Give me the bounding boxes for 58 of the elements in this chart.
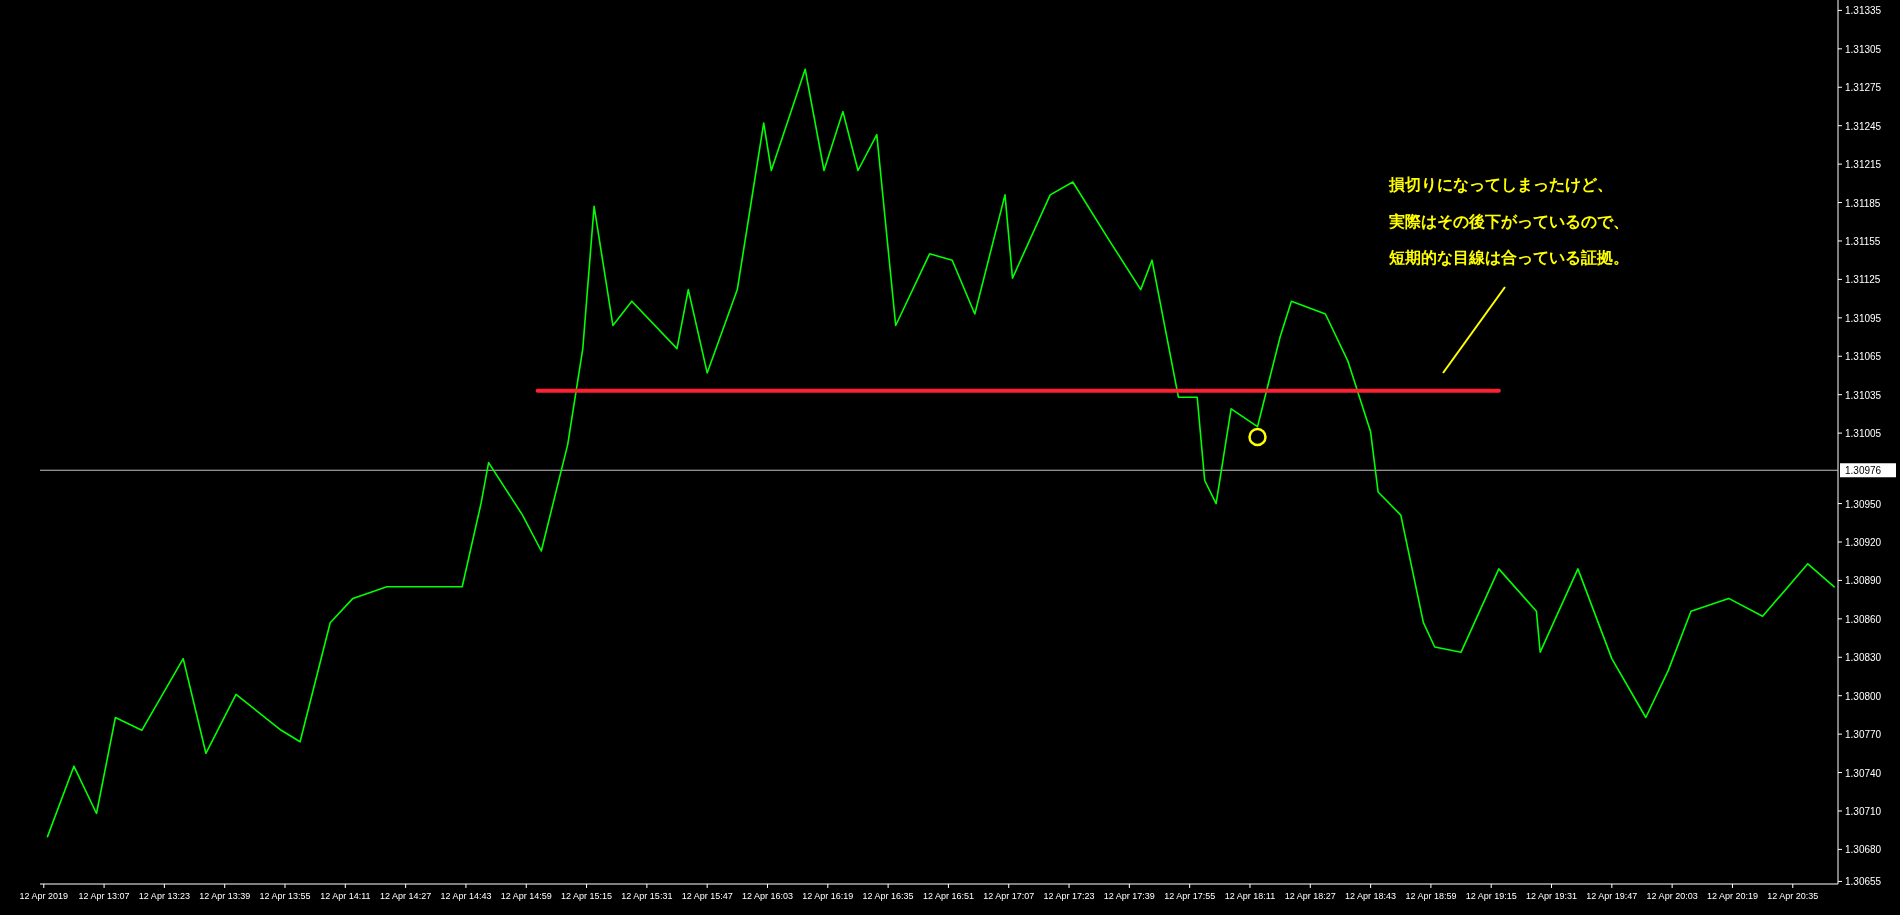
y-tick-label: 1.30740 [1845, 767, 1882, 779]
x-tick-label: 12 Apr 13:39 [199, 891, 251, 901]
x-tick-label: 12 Apr 20:03 [1646, 891, 1698, 901]
y-tick-label: 1.30950 [1845, 498, 1882, 510]
x-tick-label: 12 Apr 15:47 [681, 891, 733, 901]
y-tick-label: 1.30710 [1845, 805, 1882, 817]
y-tick-label: 1.31065 [1845, 351, 1882, 363]
x-tick-label: 12 Apr 17:39 [1103, 891, 1155, 901]
x-tick-label: 12 Apr 18:11 [1224, 891, 1276, 901]
x-tick-label: 12 Apr 16:19 [802, 891, 854, 901]
y-tick-label: 1.31125 [1845, 274, 1881, 286]
y-tick-label: 1.30680 [1845, 844, 1882, 856]
y-tick-label: 1.30890 [1845, 575, 1882, 587]
y-tick-label: 1.30770 [1845, 729, 1882, 741]
x-tick-label: 12 Apr 16:03 [741, 891, 794, 901]
y-tick-label: 1.31275 [1845, 82, 1882, 94]
y-tick-label: 1.31155 [1845, 235, 1881, 247]
x-tick-label: 12 Apr 19:15 [1465, 891, 1517, 901]
y-tick-label: 1.31035 [1845, 389, 1882, 401]
x-tick-label: 12 Apr 20:35 [1767, 891, 1819, 901]
ref-line-label: 1.30976 [1845, 465, 1882, 477]
x-tick-label: 12 Apr 15:15 [561, 891, 613, 901]
x-tick-label: 12 Apr 18:43 [1345, 891, 1397, 901]
x-tick-label: 12 Apr 15:31 [621, 891, 673, 901]
y-tick-label: 1.31215 [1845, 159, 1882, 171]
line-series [46, 68, 1835, 838]
x-tick-label: 12 Apr 14:59 [500, 891, 552, 901]
y-tick-label: 1.30800 [1845, 690, 1882, 702]
x-tick-label: 12 Apr 16:51 [922, 891, 974, 901]
x-tick-label: 12 Apr 17:07 [983, 891, 1035, 901]
x-tick-label: 12 Apr 14:27 [380, 891, 432, 901]
x-tick-label: 12 Apr 16:35 [862, 891, 914, 901]
y-tick-label: 1.31335 [1845, 5, 1882, 17]
y-tick-label: 1.30860 [1845, 613, 1882, 625]
x-tick-label: 12 Apr 13:23 [138, 891, 190, 901]
x-tick-label: 12 Apr 13:07 [78, 891, 130, 901]
x-tick-label: 12 Apr 2019 [19, 891, 69, 901]
x-tick-label: 12 Apr 18:27 [1284, 891, 1336, 901]
y-tick-label: 1.31005 [1845, 428, 1882, 440]
x-tick-label: 12 Apr 19:31 [1526, 891, 1578, 901]
y-tick-label: 1.30920 [1845, 536, 1882, 548]
x-tick-label: 12 Apr 13:55 [259, 891, 311, 901]
x-tick-label: 12 Apr 17:55 [1164, 891, 1216, 901]
x-tick-label: 12 Apr 19:47 [1586, 891, 1638, 901]
y-tick-label: 1.31245 [1845, 120, 1882, 132]
y-tick-label: 1.31185 [1845, 197, 1881, 209]
x-tick-label: 12 Apr 17:23 [1043, 891, 1095, 901]
y-tick-label: 1.30830 [1845, 652, 1882, 664]
x-tick-label: 12 Apr 20:19 [1706, 891, 1758, 901]
annotation: 実際はその後下がっているので、 [1388, 211, 1629, 231]
y-tick-label: 1.30655 [1845, 876, 1882, 888]
annotation: 短期的な目線は合っている証拠。 [1388, 248, 1629, 267]
annotation: 損切りになってしまったけど、 [1388, 175, 1613, 194]
x-tick-label: 12 Apr 14:43 [440, 891, 492, 901]
x-tick-label: 12 Apr 18:59 [1405, 891, 1457, 901]
y-tick-label: 1.31095 [1845, 312, 1882, 324]
x-tick-label: 12 Apr 14:11 [320, 891, 371, 901]
y-tick-label: 1.31305 [1845, 43, 1882, 55]
